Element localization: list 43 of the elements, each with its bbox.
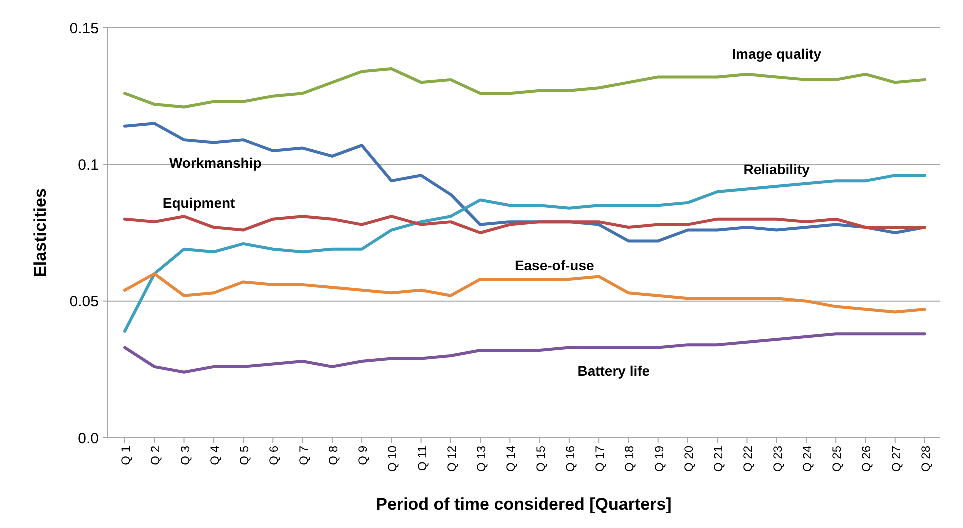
x-tick-label: Q 12 (444, 446, 459, 472)
x-tick-label: Q 23 (770, 446, 785, 472)
x-tick-label: Q 27 (889, 446, 904, 472)
line-series (124, 215, 926, 234)
y-tick-label: 0.15 (70, 20, 99, 38)
series-label: Image quality (732, 46, 822, 62)
x-tick-label: Q 4 (208, 446, 222, 466)
series-label: Equipment (162, 195, 236, 212)
x-tick-label: Q 5 (238, 446, 252, 466)
series-label: Workmanship (169, 154, 262, 171)
y-tick-label: 0.0 (78, 430, 99, 448)
line-series (124, 272, 926, 314)
x-tick-label: Q 17 (593, 446, 608, 472)
x-tick-label: Q 3 (178, 446, 192, 466)
y-tick-label: 0.05 (70, 294, 99, 311)
series-label: Battery life (578, 362, 650, 379)
y-axis-title: Elasticities (31, 188, 50, 278)
x-tick-label: Q 13 (474, 446, 489, 472)
x-tick-label: Q 2 (148, 446, 163, 466)
series-label: Ease-of-use (514, 257, 595, 274)
x-tick-label: Q 28 (919, 446, 933, 472)
x-tick-label: Q 25 (830, 446, 844, 472)
x-axis-title: Period of time considered [Quarters] (376, 495, 672, 514)
x-tick-label: Q 15 (534, 446, 548, 472)
x-tick-label: Q 26 (860, 446, 874, 472)
x-tick-label: Q 22 (741, 446, 756, 472)
x-tick-label: Q 7 (296, 446, 311, 466)
x-tick-label: Q 9 (356, 446, 370, 466)
x-tick-label: Q 20 (682, 446, 696, 472)
y-tick-label: 0.1 (78, 156, 99, 174)
x-tick-label: Q 10 (386, 446, 400, 472)
x-tick-label: Q 1 (119, 446, 133, 466)
x-tick-label: Q 19 (652, 446, 666, 472)
series-label: Reliability (744, 162, 810, 178)
x-tick-label: Q 24 (800, 446, 814, 472)
x-tick-label: Q 16 (563, 446, 578, 472)
line-series (124, 68, 926, 109)
x-tick-label: Q 21 (712, 446, 726, 472)
x-tick-label: Q 8 (326, 446, 340, 466)
x-tick-label: Q 14 (504, 446, 518, 472)
x-tick-label: Q 11 (415, 446, 430, 472)
x-tick-label: Q 6 (267, 446, 282, 466)
x-tick-label: Q 18 (622, 446, 637, 472)
